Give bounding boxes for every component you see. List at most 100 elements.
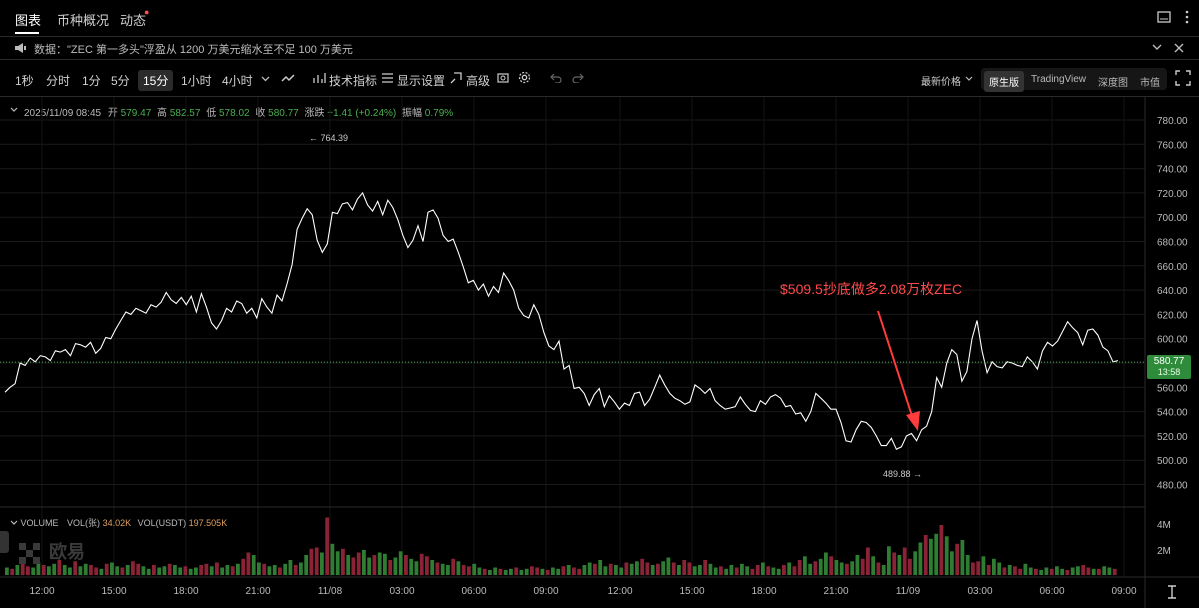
redo-icon[interactable] bbox=[572, 73, 584, 83]
volume-bar bbox=[146, 568, 151, 576]
volume-bar bbox=[845, 563, 849, 576]
view-market-cap[interactable]: 市值 bbox=[1140, 78, 1160, 89]
interval-4h[interactable]: 4小时 bbox=[222, 74, 253, 88]
price-chart[interactable]: 780.00 760.00 740.00 720.00 700.00 680.00 660.… bbox=[0, 97, 1199, 608]
volume-bar bbox=[246, 552, 251, 575]
interval-1h[interactable]: 1小时 bbox=[181, 74, 212, 88]
gear-icon[interactable] bbox=[518, 71, 531, 84]
advanced-button[interactable]: 高级 bbox=[466, 74, 491, 88]
side-panel-toggle[interactable] bbox=[0, 531, 9, 553]
collapse-icon[interactable] bbox=[10, 520, 18, 526]
volume-bar bbox=[603, 566, 608, 576]
time-tick: 12:00 bbox=[607, 586, 632, 597]
volume-bar bbox=[614, 565, 618, 575]
volume-bar bbox=[62, 565, 67, 575]
volume-bar bbox=[740, 563, 744, 576]
volume-bar bbox=[855, 555, 860, 575]
volume-bar bbox=[288, 560, 293, 575]
time-tick: 12:00 bbox=[29, 586, 54, 597]
volume-bar bbox=[703, 560, 708, 575]
volume-bar bbox=[377, 552, 382, 575]
volume-bar bbox=[934, 533, 939, 576]
view-tradingview[interactable]: TradingView bbox=[1031, 74, 1087, 85]
view-native[interactable]: 原生版 bbox=[984, 71, 1024, 92]
close-label: 收 bbox=[255, 108, 266, 119]
volume-bar bbox=[57, 560, 62, 575]
time-tick: 03:00 bbox=[967, 586, 992, 597]
chart-grid bbox=[0, 97, 1145, 577]
volume-bar bbox=[608, 563, 613, 576]
price-tick: 660.00 bbox=[1157, 262, 1188, 273]
indicators-button[interactable]: 技术指标 bbox=[329, 74, 378, 88]
announcement-text[interactable]: 数据："ZEC 第一多头"浮盈从 1200 万美元缩水至不足 100 万美元 bbox=[34, 44, 353, 56]
open-label: 开 bbox=[107, 108, 118, 119]
amplitude-label: 振幅 bbox=[402, 108, 423, 119]
volume-bar bbox=[215, 562, 219, 575]
tab-chart[interactable]: 图表 bbox=[15, 13, 42, 28]
volume-bar bbox=[293, 565, 298, 575]
chevron-down-icon[interactable] bbox=[1152, 44, 1162, 52]
volume-bar bbox=[803, 556, 807, 576]
volume-bar bbox=[955, 543, 960, 576]
tab-news[interactable]: 动态 bbox=[120, 13, 147, 28]
max-price-label: ← 764.39 bbox=[309, 133, 349, 143]
volume-title: VOLUME bbox=[20, 518, 59, 528]
interval-5m[interactable]: 5分 bbox=[111, 74, 130, 88]
window-icon[interactable] bbox=[1157, 11, 1171, 23]
volume-bar bbox=[73, 561, 78, 576]
volume-bar bbox=[834, 560, 839, 575]
undo-icon[interactable] bbox=[550, 73, 562, 83]
volume-bar bbox=[1007, 565, 1012, 575]
price-line bbox=[4, 191, 1119, 451]
more-icon[interactable] bbox=[1180, 10, 1194, 24]
interval-1s[interactable]: 1秒 bbox=[15, 74, 34, 88]
volume-bar bbox=[503, 570, 508, 575]
volume-bar bbox=[808, 563, 813, 576]
ohlc-date: 2025/11/09 08:45 bbox=[24, 108, 102, 119]
volume-bar bbox=[335, 551, 340, 576]
price-mode-select[interactable]: 最新价格 bbox=[921, 77, 961, 88]
price-tick: 500.00 bbox=[1157, 456, 1188, 467]
time-tick: 21:00 bbox=[823, 586, 848, 597]
volume-bar bbox=[278, 567, 282, 575]
price-tick: 620.00 bbox=[1157, 310, 1188, 321]
volume-bar bbox=[362, 550, 366, 575]
volume-bar bbox=[750, 568, 755, 576]
screenshot-icon[interactable] bbox=[497, 72, 509, 84]
low-label: 低 bbox=[206, 108, 217, 119]
time-tick: 21:00 bbox=[245, 586, 270, 597]
volume-bar bbox=[398, 551, 403, 576]
scale-toggle-icon[interactable] bbox=[1166, 585, 1178, 599]
display-settings-button[interactable]: 显示设置 bbox=[397, 74, 446, 88]
collapse-icon[interactable] bbox=[10, 107, 18, 113]
time-tick: 06:00 bbox=[461, 586, 486, 597]
time-tick: 11/08 bbox=[318, 586, 343, 597]
volume-bar bbox=[913, 551, 918, 576]
fullscreen-icon[interactable] bbox=[1175, 70, 1191, 86]
volume-bar bbox=[241, 558, 246, 576]
volume-bar bbox=[167, 563, 172, 576]
close-icon[interactable] bbox=[1174, 43, 1184, 53]
volume-bar bbox=[829, 556, 834, 576]
chevron-down-icon[interactable] bbox=[965, 76, 973, 82]
tab-coin-overview[interactable]: 币种概况 bbox=[57, 13, 110, 28]
volume-bar bbox=[509, 568, 513, 576]
interval-timeline[interactable]: 分时 bbox=[46, 74, 71, 88]
view-depth[interactable]: 深度图 bbox=[1098, 78, 1128, 89]
price-tick: 480.00 bbox=[1157, 481, 1188, 492]
amplitude-value: 0.79% bbox=[424, 108, 454, 119]
volume-bar bbox=[383, 553, 387, 576]
interval-1m[interactable]: 1分 bbox=[82, 74, 101, 88]
volume-bar bbox=[440, 563, 445, 576]
volume-bar bbox=[572, 567, 576, 575]
interval-dropdown-icon[interactable] bbox=[261, 76, 270, 82]
volume-bar bbox=[351, 557, 356, 575]
volume-bar bbox=[199, 565, 204, 575]
announcement-bar[interactable]: 数据："ZEC 第一多头"浮盈从 1200 万美元缩水至不足 100 万美元 bbox=[0, 37, 1199, 60]
price-tick: 560.00 bbox=[1157, 383, 1188, 394]
volume-bar bbox=[31, 567, 36, 575]
line-chart-icon[interactable] bbox=[281, 73, 295, 83]
volume-bar bbox=[89, 565, 93, 575]
interval-15m[interactable]: 15分 bbox=[138, 70, 174, 91]
volume-bar bbox=[519, 570, 524, 575]
